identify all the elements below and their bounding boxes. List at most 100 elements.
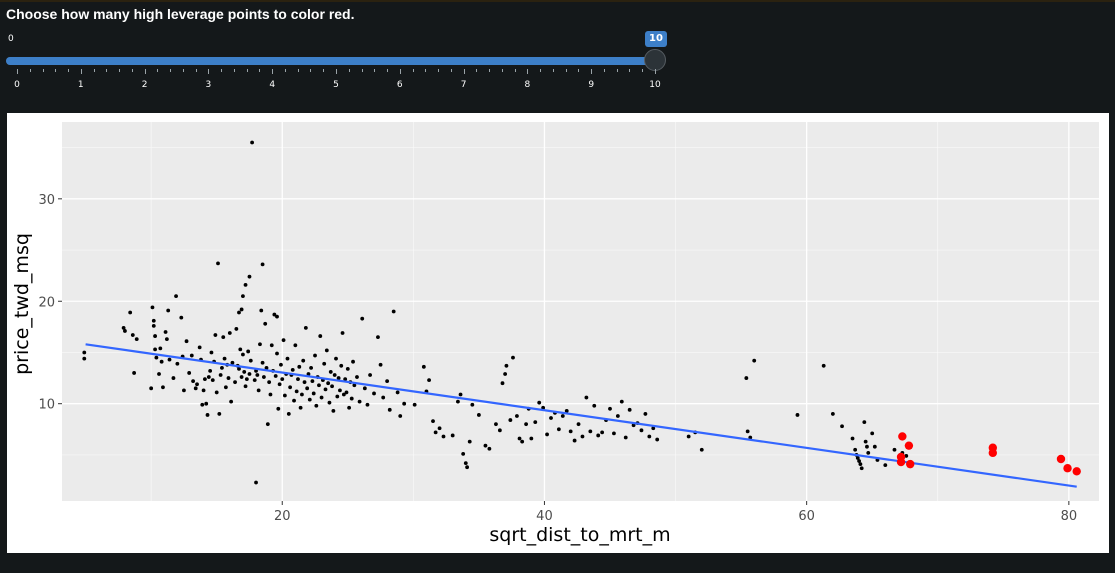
data-point (149, 386, 154, 391)
data-point (208, 369, 213, 373)
slider-tick (336, 69, 337, 74)
data-point (275, 314, 279, 319)
y-axis-label: price_twd_msq (11, 233, 33, 375)
data-point (227, 331, 232, 335)
data-point (500, 381, 505, 386)
slider-tick (272, 69, 274, 74)
high-leverage-point (906, 459, 915, 469)
data-point (699, 447, 704, 452)
data-point (850, 436, 855, 441)
data-point (830, 412, 835, 416)
slider-handle[interactable] (644, 49, 666, 71)
data-point (467, 439, 472, 444)
data-point (431, 419, 435, 424)
x-tick-label: 60 (798, 509, 815, 524)
data-point (338, 388, 342, 393)
data-point (167, 357, 172, 362)
data-point (858, 462, 863, 467)
data-point (427, 378, 431, 383)
data-point (193, 386, 198, 391)
data-point (217, 412, 222, 416)
data-point (340, 331, 345, 335)
data-point (627, 407, 632, 412)
slider-minor-tick (170, 69, 172, 72)
data-point (465, 465, 469, 470)
data-point (222, 356, 227, 361)
slider-minor-tick (642, 69, 644, 72)
data-point (549, 416, 553, 420)
data-point (508, 418, 513, 422)
data-point (395, 390, 400, 395)
data-point (300, 392, 304, 397)
data-point (497, 428, 502, 433)
slider-minor-tick (374, 69, 376, 72)
data-point (150, 305, 155, 310)
data-point (286, 412, 291, 416)
data-point (529, 436, 534, 441)
data-point (246, 349, 251, 354)
data-point (360, 316, 365, 321)
slider-tick (17, 69, 18, 74)
slider-minor-tick (387, 69, 389, 72)
data-point (458, 392, 463, 397)
data-point (293, 343, 298, 348)
data-point (651, 426, 656, 431)
data-point (347, 405, 352, 410)
data-point (524, 422, 528, 427)
slider-tick (655, 69, 656, 74)
data-point (305, 386, 310, 391)
data-point (398, 414, 403, 418)
data-point (239, 375, 244, 379)
data-point (463, 461, 468, 465)
data-point (280, 377, 285, 382)
data-point (892, 447, 897, 452)
data-point (511, 355, 515, 360)
data-point (132, 371, 137, 375)
data-point (470, 402, 475, 407)
data-point (647, 434, 652, 439)
leverage-count-slider[interactable]: 0 10 0 1 2 3 4 5 6 7 8 9 10 (0, 28, 700, 98)
data-point (202, 377, 207, 382)
slider-prompt-label: Choose how many high leverage points to … (6, 6, 355, 22)
high-leverage-point (904, 441, 914, 450)
data-point (385, 379, 390, 384)
data-point (853, 447, 858, 452)
data-point (335, 394, 340, 399)
data-point (365, 402, 370, 407)
slider-minor-tick (297, 69, 299, 72)
data-point (883, 463, 888, 468)
slider-minor-tick (221, 69, 223, 72)
data-point (327, 400, 332, 405)
data-point (260, 360, 265, 365)
data-point (319, 395, 324, 400)
data-point (121, 325, 126, 330)
slider-minor-tick (323, 69, 325, 72)
high-leverage-point (1063, 464, 1072, 473)
data-point (421, 364, 426, 369)
data-point (619, 399, 624, 404)
data-point (210, 378, 215, 383)
data-point (153, 347, 157, 352)
data-point (247, 372, 252, 376)
data-point (220, 365, 224, 370)
data-point (187, 371, 192, 375)
data-point (226, 376, 231, 380)
data-point (306, 372, 311, 376)
data-point (267, 380, 272, 385)
data-point (537, 400, 542, 405)
data-point (357, 399, 362, 404)
x-tick-label: 20 (274, 509, 291, 524)
data-point (272, 312, 277, 317)
slider-tick (463, 69, 465, 74)
data-point (254, 480, 258, 485)
data-point (243, 384, 248, 389)
plot-container: 20 40 60 80 10 20 30 sqrt_dist_to_mrt_m price_… (7, 113, 1109, 553)
data-point (328, 370, 333, 374)
axes: 20 40 60 80 10 20 30 (38, 193, 1077, 524)
data-point (244, 377, 249, 382)
data-point (612, 431, 616, 436)
data-point (655, 437, 660, 442)
data-point (476, 413, 481, 417)
slider-minor-tick (233, 69, 235, 72)
data-point (584, 395, 589, 400)
